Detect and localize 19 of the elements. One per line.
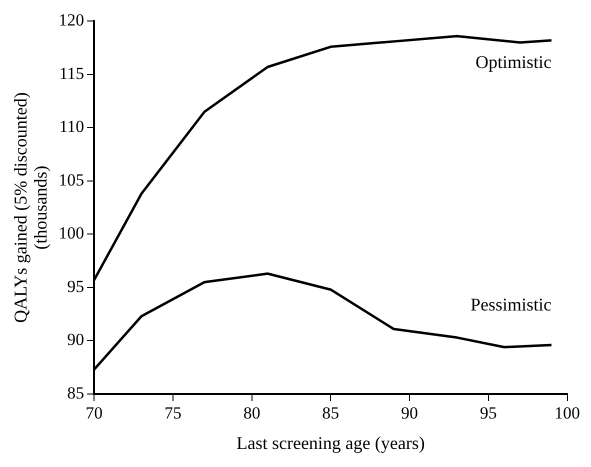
x-tick-label: 85 [322, 404, 340, 423]
x-tick-label: 90 [401, 404, 418, 423]
y-tick-label: 100 [58, 224, 84, 243]
y-tick-label: 115 [59, 64, 84, 83]
y-axis-title: QALYs gained (5% discounted) (thousands) [10, 92, 50, 323]
x-tick-label: 95 [480, 404, 497, 423]
y-tick-label: 95 [67, 276, 84, 296]
y-tick-label: 110 [59, 117, 84, 136]
x-axis-title: Last screening age (years) [236, 432, 425, 453]
x-tick-label: 75 [164, 404, 182, 423]
y-tick-label: 105 [58, 170, 84, 190]
series-label: Optimistic [475, 52, 552, 72]
y-tick-label: 120 [58, 10, 84, 30]
x-tick-label: 100 [554, 404, 580, 423]
y-tick-label: 85 [67, 383, 84, 402]
x-tick-label: 70 [86, 404, 103, 423]
x-tick-label: 80 [243, 404, 260, 423]
series-label: Pessimistic [470, 294, 552, 315]
y-tick-label: 90 [67, 330, 84, 350]
